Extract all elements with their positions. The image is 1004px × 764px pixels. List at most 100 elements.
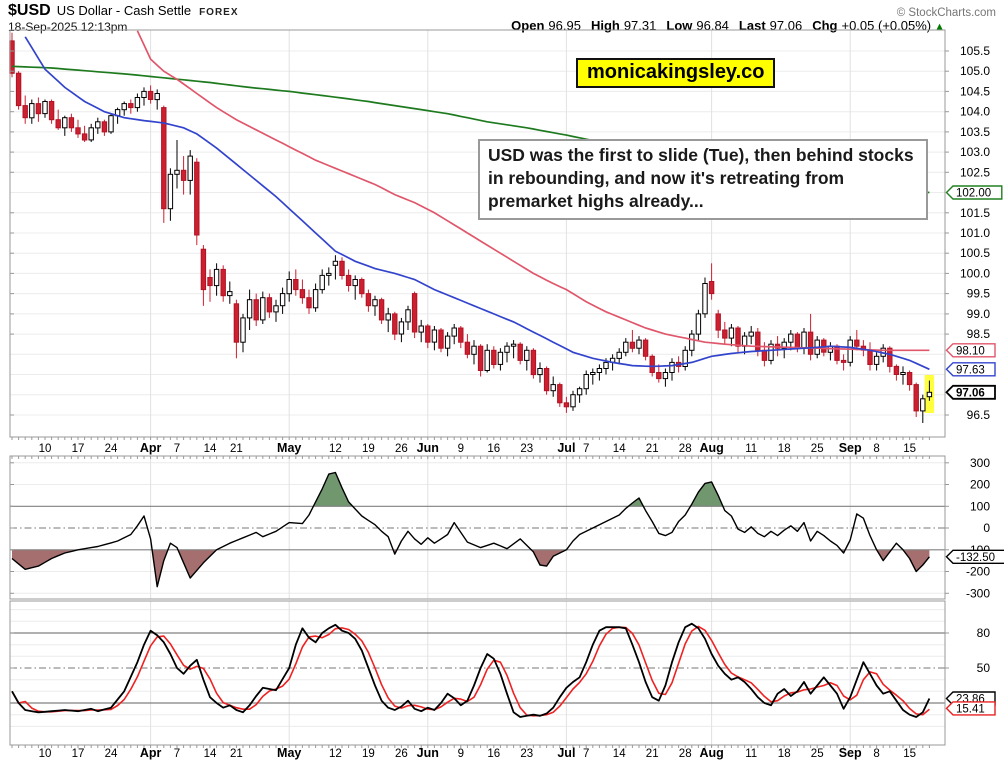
svg-text:103.5: 103.5 <box>960 125 990 139</box>
svg-text:10: 10 <box>39 748 52 760</box>
analyst-note-box: USD was the first to slide (Tue), then b… <box>478 139 928 220</box>
copyright: © StockCharts.com <box>896 7 996 19</box>
svg-text:80: 80 <box>977 626 991 640</box>
svg-text:300: 300 <box>970 456 990 470</box>
svg-text:16: 16 <box>487 443 500 455</box>
svg-text:Jun: Jun <box>417 746 439 760</box>
svg-text:12: 12 <box>329 443 342 455</box>
svg-text:105.0: 105.0 <box>960 64 990 78</box>
svg-text:8: 8 <box>873 443 879 455</box>
svg-text:Apr: Apr <box>140 441 162 455</box>
svg-text:-300: -300 <box>966 586 990 600</box>
chg-value: +0.05 (+0.05%) <box>841 18 932 33</box>
svg-text:96.5: 96.5 <box>967 408 991 422</box>
high-value: 97.31 <box>623 18 657 33</box>
exchange: FOREX <box>199 7 239 18</box>
quote-line: Open 96.95 High 97.31 Low 96.84 Last 97.06 Chg +0… <box>511 17 945 35</box>
stoch-d-line <box>11 625 930 717</box>
high-label: High <box>590 18 620 33</box>
svg-text:7: 7 <box>583 748 589 760</box>
cci-gridlines <box>10 462 945 594</box>
svg-text:102.5: 102.5 <box>960 165 990 179</box>
svg-text:9: 9 <box>458 748 464 760</box>
last-value: 97.06 <box>769 18 803 33</box>
svg-text:18: 18 <box>778 443 791 455</box>
svg-text:0: 0 <box>983 521 990 535</box>
svg-text:12: 12 <box>329 748 342 760</box>
svg-text:97.63: 97.63 <box>956 364 985 376</box>
candlesticks <box>9 32 933 423</box>
svg-text:98.10: 98.10 <box>956 345 985 357</box>
svg-text:21: 21 <box>646 748 659 760</box>
price-axis-labels: 105.5 105.0 104.5 104.0 103.5 103.0 102.5 101.5… <box>10 44 990 422</box>
header-symbol-line: $USD US Dollar - Cash Settle FOREX <box>8 2 239 20</box>
svg-text:23: 23 <box>520 443 533 455</box>
svg-text:Apr: Apr <box>140 746 162 760</box>
axis-price-label <box>945 384 996 400</box>
ma200-red-line <box>136 30 930 352</box>
svg-text:28: 28 <box>679 443 692 455</box>
svg-text:100.0: 100.0 <box>960 266 990 280</box>
svg-text:19: 19 <box>362 748 375 760</box>
cci-fills <box>12 472 930 587</box>
svg-text:104.0: 104.0 <box>960 105 990 119</box>
svg-text:15.41: 15.41 <box>956 703 985 715</box>
svg-text:-200: -200 <box>966 565 990 579</box>
symbol: $USD <box>8 2 51 19</box>
svg-text:9: 9 <box>458 443 464 455</box>
svg-text:14: 14 <box>613 748 626 760</box>
svg-text:Jul: Jul <box>557 441 575 455</box>
svg-text:21: 21 <box>230 443 243 455</box>
open-value: 96.95 <box>548 18 581 33</box>
chg-label: Chg <box>812 18 838 33</box>
svg-text:14: 14 <box>204 443 217 455</box>
ma50-blue-line <box>24 36 930 371</box>
date-axis-row-1: 10 17 24 Apr 7 14 21 May 12 19 26 Jun 9 16 23 Jul 7 14 21 2… <box>39 441 916 455</box>
svg-text:99.5: 99.5 <box>967 287 991 301</box>
svg-text:25: 25 <box>811 443 824 455</box>
svg-text:-132.50: -132.50 <box>956 552 995 564</box>
svg-text:101.0: 101.0 <box>960 226 990 240</box>
svg-text:100.5: 100.5 <box>960 246 990 260</box>
svg-text:May: May <box>277 746 301 760</box>
change-up-arrow-icon: ▲ <box>934 21 945 33</box>
symbol-name: US Dollar - Cash Settle <box>56 3 192 18</box>
svg-text:26: 26 <box>395 443 408 455</box>
svg-text:101.5: 101.5 <box>960 206 990 220</box>
svg-text:18: 18 <box>778 748 791 760</box>
svg-text:26: 26 <box>395 748 408 760</box>
svg-text:May: May <box>277 441 301 455</box>
svg-text:7: 7 <box>174 748 180 760</box>
svg-text:10: 10 <box>39 443 52 455</box>
svg-text:Sep: Sep <box>839 746 862 760</box>
svg-text:16: 16 <box>487 748 500 760</box>
open-label: Open <box>511 18 545 33</box>
svg-text:50: 50 <box>977 661 991 675</box>
stoch-bands <box>10 632 945 704</box>
axis-price-label <box>945 701 996 716</box>
svg-text:21: 21 <box>230 748 243 760</box>
svg-text:103.0: 103.0 <box>960 145 990 159</box>
axis-price-label <box>945 185 1003 200</box>
svg-text:24: 24 <box>105 748 118 760</box>
svg-text:11: 11 <box>745 443 757 455</box>
svg-text:7: 7 <box>583 443 589 455</box>
svg-text:7: 7 <box>174 443 180 455</box>
svg-text:200: 200 <box>970 478 990 492</box>
low-label: Low <box>666 18 693 33</box>
svg-text:105.5: 105.5 <box>960 44 990 58</box>
last-label: Last <box>738 18 766 33</box>
svg-text:Aug: Aug <box>699 746 723 760</box>
svg-text:28: 28 <box>679 748 692 760</box>
axis-price-label <box>945 549 1004 564</box>
svg-text:21: 21 <box>646 443 659 455</box>
axis-tickmarks <box>11 437 930 748</box>
axis-price-label <box>945 343 996 358</box>
stoch-k-line <box>11 622 931 718</box>
cci-bands <box>10 505 945 551</box>
svg-text:25: 25 <box>811 748 824 760</box>
svg-text:14: 14 <box>204 748 217 760</box>
